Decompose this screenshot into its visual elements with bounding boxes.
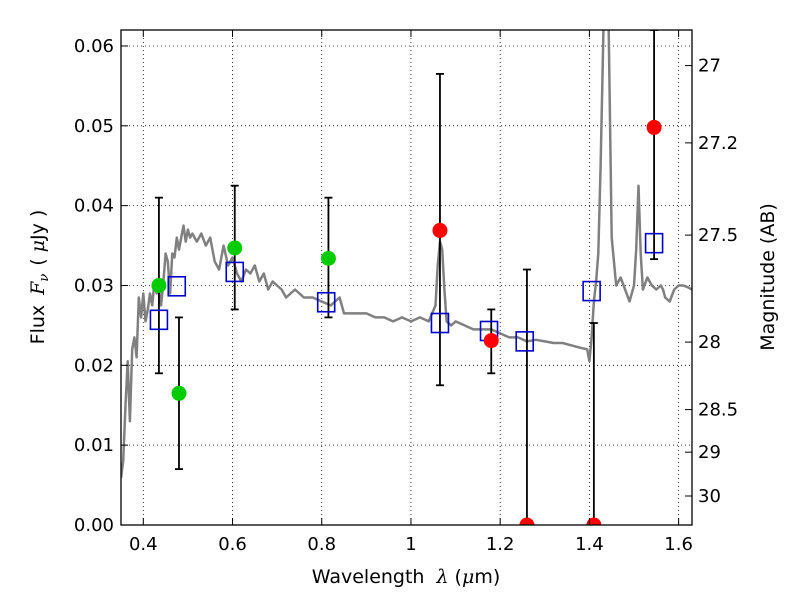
x-tick-label: 0.6 [218,534,247,555]
y-tick-label: 0.04 [74,196,114,217]
model-photometry-square [316,291,336,313]
axis-ticks: 0.4 0.6 0.8 1 1.2 1.4 1.6 0.00 0.01 0.02 0.03 0.04 0… [74,30,738,555]
y-tick-label: 0.01 [74,435,114,456]
grid [121,30,692,525]
right-axis-title: Magnitude (AB) [757,203,779,351]
x-axis-title: Wavelength λ (μm) [312,566,500,588]
low-significance-point [519,517,535,525]
right-tick-label: 29 [698,442,721,463]
right-tick-label: 30 [698,486,721,507]
low-significance-point [646,119,662,135]
low-significance-point [483,333,499,349]
model-photometry-square [515,331,535,352]
detection-point [171,385,187,401]
x-tick-label: 1.4 [575,534,604,555]
x-tick-label: 1 [405,534,416,555]
model-photometry-square [644,232,664,254]
model-photometry-square [225,261,245,283]
x-tick-label: 0.8 [307,534,336,555]
model-photometry-square [167,275,187,297]
plot-area [121,30,692,525]
x-tick-label: 0.4 [129,534,158,555]
plot-frame [120,29,693,526]
detection-point [227,240,243,256]
y-tick-label: 0.06 [74,36,114,57]
y-tick-label: 0.02 [74,355,114,376]
right-tick-label: 27.2 [698,133,738,154]
y-axis-title: FluxFν(μJy ) [27,210,52,345]
right-tick-label: 28 [698,332,721,353]
sed-model-line [121,30,692,479]
low-significance-point [432,222,448,238]
right-tick-label: 27.5 [698,225,738,246]
y-tick-label: 0.05 [74,116,114,137]
x-tick-label: 1.6 [664,534,693,555]
right-tick-label: 27 [698,56,721,77]
y-tick-label: 0.00 [74,515,114,536]
detection-point [151,277,167,293]
detection-point [320,250,336,266]
low-significance-point [586,517,602,525]
model-photometry-square [582,280,601,302]
x-tick-label: 1.2 [486,534,515,555]
y-tick-label: 0.03 [74,275,114,296]
model-photometry-square [149,309,169,331]
right-tick-label: 28.5 [698,400,738,421]
model-photometry-square [430,312,450,334]
